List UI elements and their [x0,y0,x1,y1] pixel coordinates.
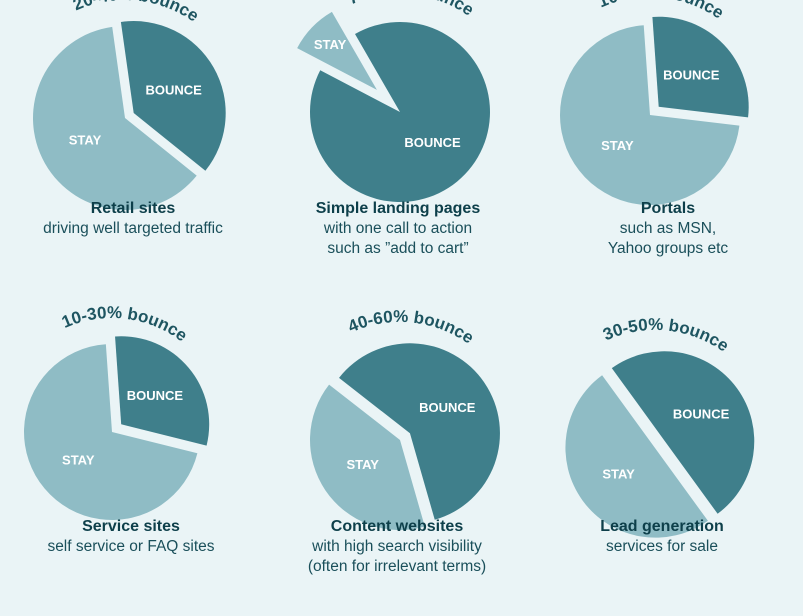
stay-slice-label: STAY [601,138,634,153]
bounce-slice [120,21,226,171]
pie-chart-2: BOUNCE STAY 70-90% bounce Simple landing pa… [297,0,490,257]
chart-title: Content websites [331,518,464,535]
pie-chart-5: BOUNCE STAY 40-60% bounce Content websites w… [308,307,500,575]
pie-chart-6: BOUNCE STAY 30-50% bounce Lead generation se… [565,315,755,555]
chart-title: Retail sites [91,200,176,217]
stay-slice-label: STAY [69,133,102,148]
bounce-slice [611,351,755,514]
bounce-slice-label: BOUNCE [127,388,184,403]
bounce-slice-label: BOUNCE [404,135,461,150]
chart-subtitle-line: driving well targeted traffic [43,220,223,237]
chart-subtitle-line: such as ”add to cart” [327,240,468,257]
chart-title: Portals [641,200,695,217]
chart-title: Lead generation [600,518,724,535]
chart-subtitle-line: with high search visibility [311,538,482,555]
chart-subtitle-line: (often for irrelevant terms) [308,558,486,575]
bounce-range-annotation: 30-50% bounce [600,315,732,356]
bounce-slice [309,22,490,203]
bounce-range-annotation: 40-60% bounce [345,307,477,348]
stay-slice-label: STAY [314,37,347,52]
stay-slice-label: STAY [346,457,379,472]
stay-slice [32,26,197,211]
bounce-range-annotation: 70-90% bounce [345,0,477,20]
stay-slice [24,344,198,520]
bounce-slice [339,343,500,520]
bounce-slice-label: BOUNCE [419,400,476,415]
chart-subtitle-line: with one call to action [323,220,472,237]
stay-slice [297,11,377,90]
bounce-slice [652,16,749,118]
stay-slice [310,384,425,530]
chart-subtitle-line: self service or FAQ sites [47,538,214,555]
stay-slice-label: STAY [62,452,95,467]
bounce-slice-label: BOUNCE [146,82,203,97]
chart-title: Simple landing pages [316,200,481,217]
stay-slice-label: STAY [602,467,635,482]
chart-subtitle-line: such as MSN, [620,220,716,237]
stay-slice [560,25,740,206]
stay-slice [565,375,708,538]
bounce-slice-label: BOUNCE [673,407,730,422]
bounce-slice-label: BOUNCE [663,68,720,83]
chart-subtitle-line: Yahoo groups etc [608,240,729,257]
chart-title: Service sites [82,518,180,535]
chart-subtitle-line: services for sale [606,538,718,555]
bounce-slice [115,336,210,446]
